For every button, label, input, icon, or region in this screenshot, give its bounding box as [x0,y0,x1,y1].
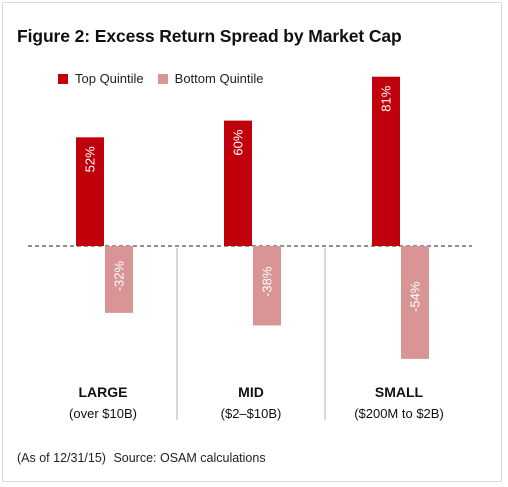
category-sublabel-mid: ($2–$10B) [221,406,282,421]
legend-swatch-bottom [157,73,168,84]
chart-title: Figure 2: Excess Return Spread by Market… [17,26,402,46]
footnote-asof: (As of 12/31/15) [17,451,106,465]
footnote: (As of 12/31/15) Source: OSAM calculatio… [17,451,270,465]
category-sublabel-small: ($200M to $2B) [354,406,444,421]
data-label-small-bottom: -54% [408,281,423,312]
legend: Top Quintile Bottom Quintile [58,71,278,86]
legend-label-bottom: Bottom Quintile [174,71,264,86]
category-sublabel-large: (over $10B) [69,406,137,421]
bar-mid-bottom [253,246,281,326]
category-label-small: SMALL [375,384,424,400]
bar-mid-top [224,120,252,246]
category-label-mid: MID [238,384,264,400]
footnote-source: Source: OSAM calculations [113,451,266,465]
bar-large-bottom [105,246,133,313]
category-label-large: LARGE [79,384,128,400]
bar-small-bottom [401,246,429,359]
legend-item-top: Top Quintile [58,71,144,86]
legend-swatch-top [58,73,68,84]
bar-small-top [372,76,400,247]
data-label-large-bottom: -32% [112,260,127,291]
data-label-mid-bottom: -38% [260,266,275,297]
bar-large-top [76,137,104,246]
legend-label-top: Top Quintile [75,71,144,86]
data-label-large-top: 52% [83,146,98,172]
data-label-small-top: 81% [379,85,394,111]
data-label-mid-top: 60% [231,129,246,155]
legend-item-bottom: Bottom Quintile [157,71,264,86]
